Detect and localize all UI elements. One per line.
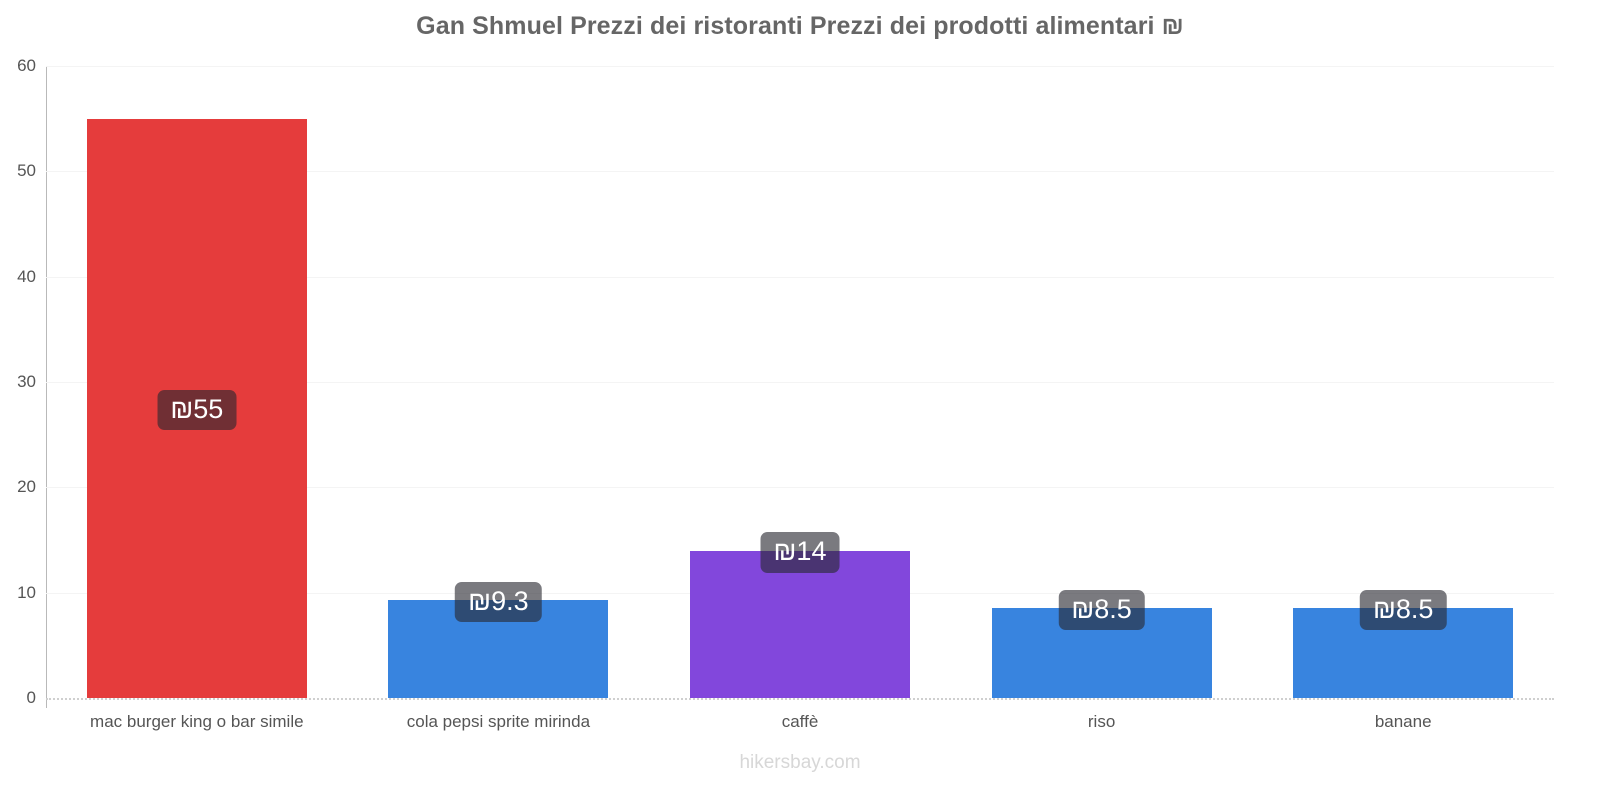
x-tick-label: mac burger king o bar simile (90, 712, 304, 731)
axis-baseline (46, 698, 1554, 700)
x-axis-tick-labels: mac burger king o bar simile cola pepsi s… (46, 712, 1554, 742)
x-tick-label: riso (1087, 712, 1116, 731)
plot-area: ₪55 ₪9.3 ₪14 ₪8.5 ₪8.5 (46, 66, 1554, 700)
x-tick-label: caffè (781, 712, 819, 731)
y-tick-label: 10 (17, 582, 36, 602)
footer-credit: hikersbay.com (739, 752, 861, 773)
y-tick-label: 40 (17, 266, 36, 286)
y-tick-label: 0 (26, 688, 36, 707)
bar-value-label: ₪14 (760, 532, 840, 573)
gridline (46, 276, 1554, 278)
bar-value-label: ₪8.5 (1058, 590, 1145, 631)
y-axis-line (46, 66, 47, 708)
bar-group[interactable]: ₪8.5 (951, 66, 1253, 698)
bar-group[interactable]: ₪8.5 (1252, 66, 1554, 698)
y-tick-label: 20 (17, 477, 36, 497)
gridline (46, 487, 1554, 489)
bar-group[interactable]: ₪14 (649, 66, 951, 698)
bar-value-label: ₪8.5 (1359, 590, 1447, 631)
x-tick-label: banane (1374, 712, 1432, 731)
y-tick-label: 50 (17, 161, 36, 181)
gridline (46, 382, 1554, 383)
x-tick-label: cola pepsi sprite mirinda (406, 712, 591, 731)
bar-value-label: ₪55 (157, 390, 237, 431)
gridline (46, 171, 1554, 173)
y-tick-label: 30 (17, 372, 36, 391)
y-tick-label: 60 (17, 56, 36, 75)
bar[interactable] (689, 550, 910, 698)
bar-group[interactable]: ₪9.3 (348, 66, 650, 698)
gridline (46, 66, 1554, 67)
y-axis-tick-labels: 0 10 20 30 40 50 60 (0, 0, 36, 800)
bar-value-label: ₪9.3 (455, 581, 542, 623)
bar-group[interactable]: ₪55 (46, 66, 348, 698)
page-title: Gan Shmuel Prezzi dei ristoranti Prezzi … (416, 12, 1184, 40)
